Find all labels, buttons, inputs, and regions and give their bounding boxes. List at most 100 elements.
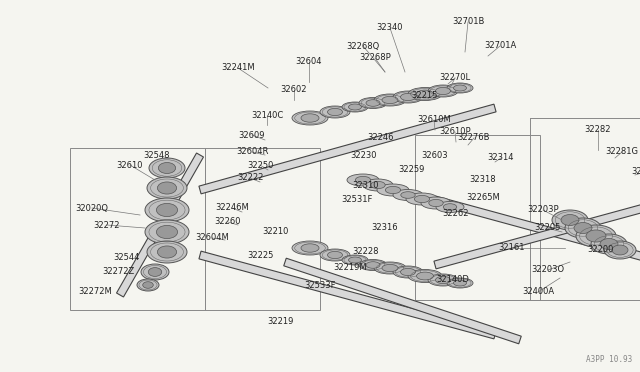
Ellipse shape (447, 83, 473, 93)
Ellipse shape (374, 262, 406, 274)
Text: 32548: 32548 (144, 151, 170, 160)
Text: 32610: 32610 (116, 160, 143, 170)
Text: 32282: 32282 (585, 125, 611, 135)
Ellipse shape (408, 269, 442, 282)
Ellipse shape (147, 241, 187, 263)
Ellipse shape (417, 272, 433, 280)
Text: 32272: 32272 (93, 221, 120, 230)
Ellipse shape (574, 222, 592, 234)
Ellipse shape (149, 158, 185, 178)
Ellipse shape (385, 186, 401, 193)
Text: 32603: 32603 (422, 151, 448, 160)
Ellipse shape (414, 195, 429, 203)
Polygon shape (434, 201, 640, 269)
Text: 32140D: 32140D (436, 276, 469, 285)
Ellipse shape (406, 193, 438, 205)
Ellipse shape (576, 225, 616, 247)
Bar (70, 148, 205, 310)
Text: 32250: 32250 (247, 160, 273, 170)
Text: 32544: 32544 (113, 253, 139, 263)
Text: 32604: 32604 (296, 58, 323, 67)
Bar (415, 135, 540, 300)
Ellipse shape (349, 257, 362, 263)
Ellipse shape (374, 94, 406, 106)
Ellipse shape (435, 276, 451, 283)
Ellipse shape (141, 264, 169, 280)
Ellipse shape (401, 192, 415, 198)
Text: 32140C: 32140C (251, 112, 283, 121)
Ellipse shape (359, 260, 387, 270)
Ellipse shape (428, 274, 458, 286)
Text: 32219: 32219 (267, 317, 293, 327)
Text: 32533F: 32533F (304, 280, 336, 289)
Ellipse shape (561, 215, 579, 225)
Ellipse shape (382, 96, 398, 103)
Ellipse shape (145, 220, 189, 244)
Ellipse shape (328, 108, 342, 116)
Text: 32701B: 32701B (452, 17, 484, 26)
Ellipse shape (591, 234, 627, 254)
Polygon shape (434, 196, 640, 264)
Text: 32219M: 32219M (333, 263, 367, 273)
Text: 32701A: 32701A (484, 42, 516, 51)
Ellipse shape (355, 176, 371, 184)
Text: 32200: 32200 (587, 246, 613, 254)
Ellipse shape (417, 90, 433, 98)
Ellipse shape (454, 85, 467, 91)
Ellipse shape (565, 218, 601, 238)
Ellipse shape (444, 204, 457, 210)
Text: 32262: 32262 (443, 208, 469, 218)
Text: A3PP 10.93: A3PP 10.93 (586, 355, 632, 364)
Ellipse shape (158, 163, 175, 173)
Text: 32241M: 32241M (221, 64, 255, 73)
Text: 32246M: 32246M (215, 203, 249, 212)
Ellipse shape (435, 87, 451, 94)
Ellipse shape (143, 282, 154, 288)
Text: 32318: 32318 (470, 176, 496, 185)
Text: 32265M: 32265M (466, 193, 500, 202)
Text: 32340: 32340 (377, 23, 403, 32)
Text: 32272M: 32272M (78, 288, 112, 296)
Ellipse shape (586, 230, 606, 242)
Text: 32222: 32222 (237, 173, 263, 183)
Ellipse shape (157, 182, 177, 194)
Text: 32203O: 32203O (531, 266, 564, 275)
Ellipse shape (436, 202, 464, 212)
Text: 32215: 32215 (411, 90, 437, 99)
Text: 32246: 32246 (368, 134, 394, 142)
Text: 32272Z: 32272Z (102, 267, 134, 276)
Polygon shape (199, 251, 496, 339)
Ellipse shape (301, 114, 319, 122)
Text: 32604M: 32604M (195, 234, 229, 243)
Ellipse shape (600, 238, 618, 250)
Ellipse shape (393, 91, 423, 103)
Ellipse shape (363, 179, 393, 191)
Text: 32602: 32602 (281, 86, 307, 94)
Text: 32609: 32609 (239, 131, 265, 140)
Text: 32210: 32210 (262, 228, 288, 237)
Text: 32228: 32228 (353, 247, 380, 257)
Ellipse shape (421, 197, 451, 209)
Ellipse shape (349, 104, 362, 110)
Ellipse shape (604, 241, 636, 259)
Ellipse shape (342, 255, 368, 265)
Ellipse shape (292, 241, 328, 255)
Text: 32020Q: 32020Q (76, 203, 109, 212)
Polygon shape (199, 104, 496, 194)
Ellipse shape (148, 267, 162, 276)
Text: 32276B: 32276B (458, 134, 490, 142)
Ellipse shape (145, 198, 189, 222)
Ellipse shape (552, 210, 588, 230)
Ellipse shape (401, 93, 415, 100)
Text: 32314: 32314 (488, 154, 515, 163)
Ellipse shape (157, 246, 177, 258)
Ellipse shape (359, 97, 387, 109)
Text: 32281: 32281 (632, 167, 640, 176)
Ellipse shape (393, 189, 423, 201)
Ellipse shape (301, 244, 319, 252)
Text: 32205: 32205 (534, 224, 560, 232)
Text: 32316: 32316 (372, 224, 398, 232)
Ellipse shape (366, 262, 380, 268)
Polygon shape (284, 258, 521, 344)
Ellipse shape (393, 266, 423, 278)
